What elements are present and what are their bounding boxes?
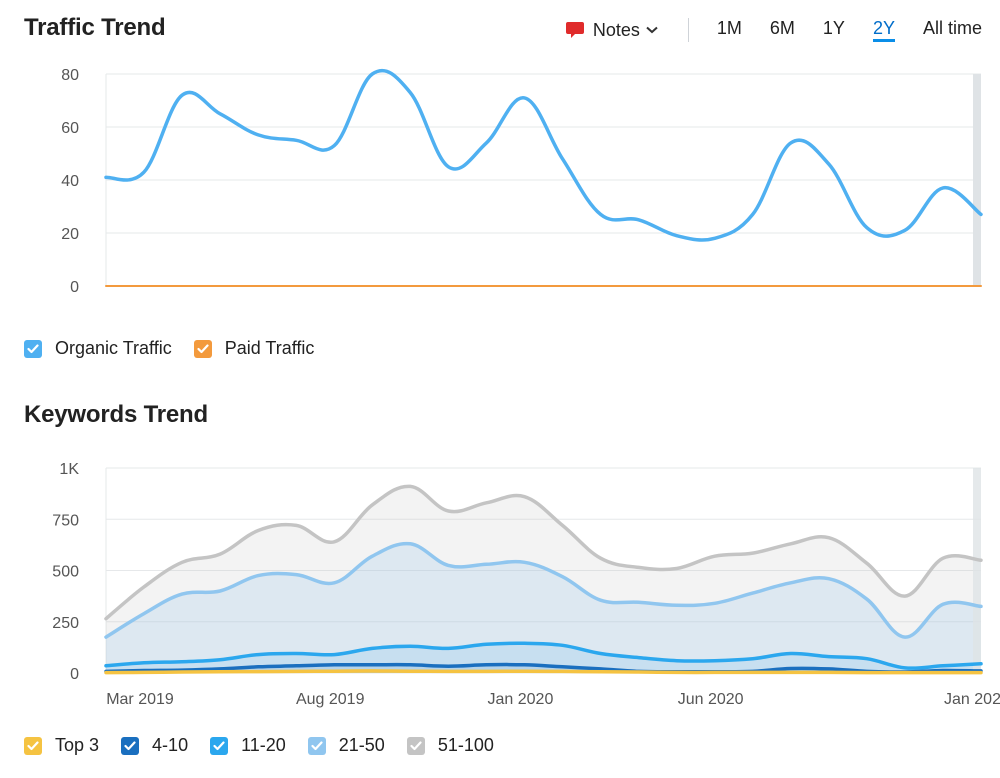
checkbox-checked-icon xyxy=(193,339,212,358)
legend-21-50[interactable]: 21-50 xyxy=(307,735,385,756)
x-tick-label: Mar 2019 xyxy=(106,691,174,708)
range-2y[interactable]: 2Y xyxy=(872,18,895,42)
notes-icon xyxy=(565,22,584,38)
x-tick-label: Jan 2020 xyxy=(488,691,554,708)
y-tick-label: 500 xyxy=(52,564,79,581)
range-1m[interactable]: 1M xyxy=(716,18,742,38)
series-area-51-100 xyxy=(106,486,981,673)
checkbox-checked-icon xyxy=(24,339,42,358)
series-line-51-100[interactable] xyxy=(104,484,983,621)
legend-11-20[interactable]: 11-20 xyxy=(210,735,286,756)
keywords-trend-chart[interactable]: 0 250 500 750 1K Mar 2019 Aug 2019 Jan 2020 Jun … xyxy=(0,452,1000,717)
traffic-trend-chart[interactable]: 0 20 40 60 80 xyxy=(0,60,1000,310)
x-tick-label: Aug 2019 xyxy=(296,691,365,708)
notes-label: Notes xyxy=(592,19,640,40)
series-line-21-50[interactable] xyxy=(104,541,983,639)
notes-dropdown[interactable]: Notes xyxy=(565,20,666,41)
checkbox-checked-icon xyxy=(210,736,229,755)
checkbox-checked-icon xyxy=(121,736,140,755)
legend-label: 51-100 xyxy=(437,735,494,755)
series-area-21-50 xyxy=(106,543,981,673)
checkbox-checked-icon xyxy=(24,736,42,755)
legend-4-10[interactable]: 4-10 xyxy=(121,735,188,756)
series-line-organic-traffic[interactable] xyxy=(104,68,983,242)
chart-toolbar: Notes 1M 6M 1Y 2Y All time xyxy=(565,16,982,44)
checkbox-checked-icon xyxy=(307,736,326,755)
current-period-band xyxy=(973,468,981,673)
y-tick-label: 0 xyxy=(70,666,79,683)
keywords-trend-title: Keywords Trend xyxy=(24,401,208,428)
y-tick-label: 60 xyxy=(61,120,79,137)
range-all-time[interactable]: All time xyxy=(922,18,982,38)
range-6m[interactable]: 6M xyxy=(769,18,795,38)
y-tick-label: 250 xyxy=(52,615,79,632)
chevron-down-icon xyxy=(646,26,658,34)
y-tick-label: 40 xyxy=(61,173,79,190)
toolbar-divider xyxy=(687,18,689,42)
y-tick-label: 0 xyxy=(70,279,79,296)
keywords-legend: Top 3 4-10 11-20 21-50 51-100 xyxy=(24,735,516,756)
x-tick-label: Jun 2020 xyxy=(678,691,744,708)
legend-label: 4-10 xyxy=(152,735,189,755)
traffic-legend: Organic Traffic Paid Traffic xyxy=(24,338,336,359)
y-tick-label: 20 xyxy=(61,226,79,243)
checkbox-checked-icon xyxy=(406,736,425,755)
current-period-band xyxy=(973,74,981,286)
legend-top-3[interactable]: Top 3 xyxy=(24,735,99,756)
legend-label: 11-20 xyxy=(241,735,286,755)
traffic-trend-title: Traffic Trend xyxy=(24,14,166,41)
legend-label: Paid Traffic xyxy=(224,338,315,358)
legend-51-100[interactable]: 51-100 xyxy=(406,735,494,756)
legend-label: 21-50 xyxy=(338,735,385,755)
legend-organic-traffic[interactable]: Organic Traffic xyxy=(24,338,172,359)
series-line-4-10[interactable] xyxy=(104,662,983,674)
legend-label: Top 3 xyxy=(55,735,100,755)
series-line-11-20[interactable] xyxy=(104,641,983,670)
legend-paid-traffic[interactable]: Paid Traffic xyxy=(193,338,315,359)
range-1y[interactable]: 1Y xyxy=(822,18,845,38)
y-tick-label: 80 xyxy=(61,67,79,84)
y-tick-label: 1K xyxy=(59,461,79,478)
y-tick-label: 750 xyxy=(52,512,79,529)
series-line-top-3[interactable] xyxy=(104,669,983,675)
legend-label: Organic Traffic xyxy=(55,338,172,358)
